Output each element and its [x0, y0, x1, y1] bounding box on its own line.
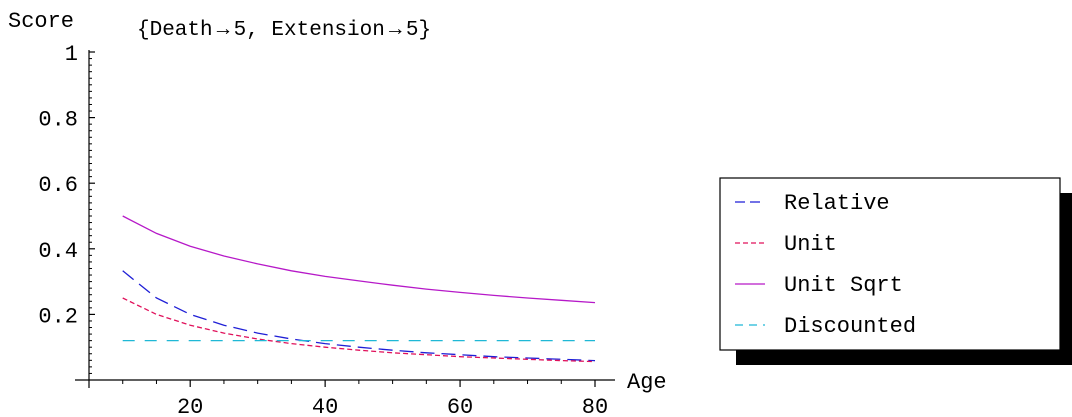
series-unit-line: [122, 297, 596, 363]
y-tick-label: 0.2: [38, 304, 78, 329]
y-tick-label: 1: [65, 42, 78, 67]
x-tick-label: 40: [312, 395, 338, 417]
x-ticks: 20 40 60 80: [177, 380, 608, 417]
series-relative-line: [122, 270, 596, 362]
x-tick-label: 60: [447, 395, 473, 417]
axes: [75, 50, 615, 388]
y-axis-label: Score: [8, 9, 74, 34]
x-tick-label: 20: [177, 395, 203, 417]
series-layer: [122, 215, 596, 363]
legend-label: Unit: [784, 232, 837, 257]
legend-label: Discounted: [784, 314, 916, 339]
legend-items: Relative Unit Unit Sqrt Discounted: [735, 191, 916, 339]
minor-ticks: [89, 58, 562, 384]
series-unit-sqrt-line: [122, 215, 596, 304]
x-tick-label: 80: [582, 395, 608, 417]
x-axis-label: Age: [627, 370, 667, 395]
legend: Relative Unit Unit Sqrt Discounted: [719, 177, 1072, 365]
legend-box: [719, 177, 1061, 351]
y-tick-label: 0.8: [38, 108, 78, 133]
chart-title: {Death → 5, Extension → 5}: [137, 19, 431, 42]
y-ticks: 0.2 0.4 0.6 0.8 1: [38, 42, 95, 329]
y-tick-label: 0.6: [38, 173, 78, 198]
legend-label: Relative: [784, 191, 890, 216]
y-tick-label: 0.4: [38, 239, 78, 264]
legend-label: Unit Sqrt: [784, 273, 903, 298]
